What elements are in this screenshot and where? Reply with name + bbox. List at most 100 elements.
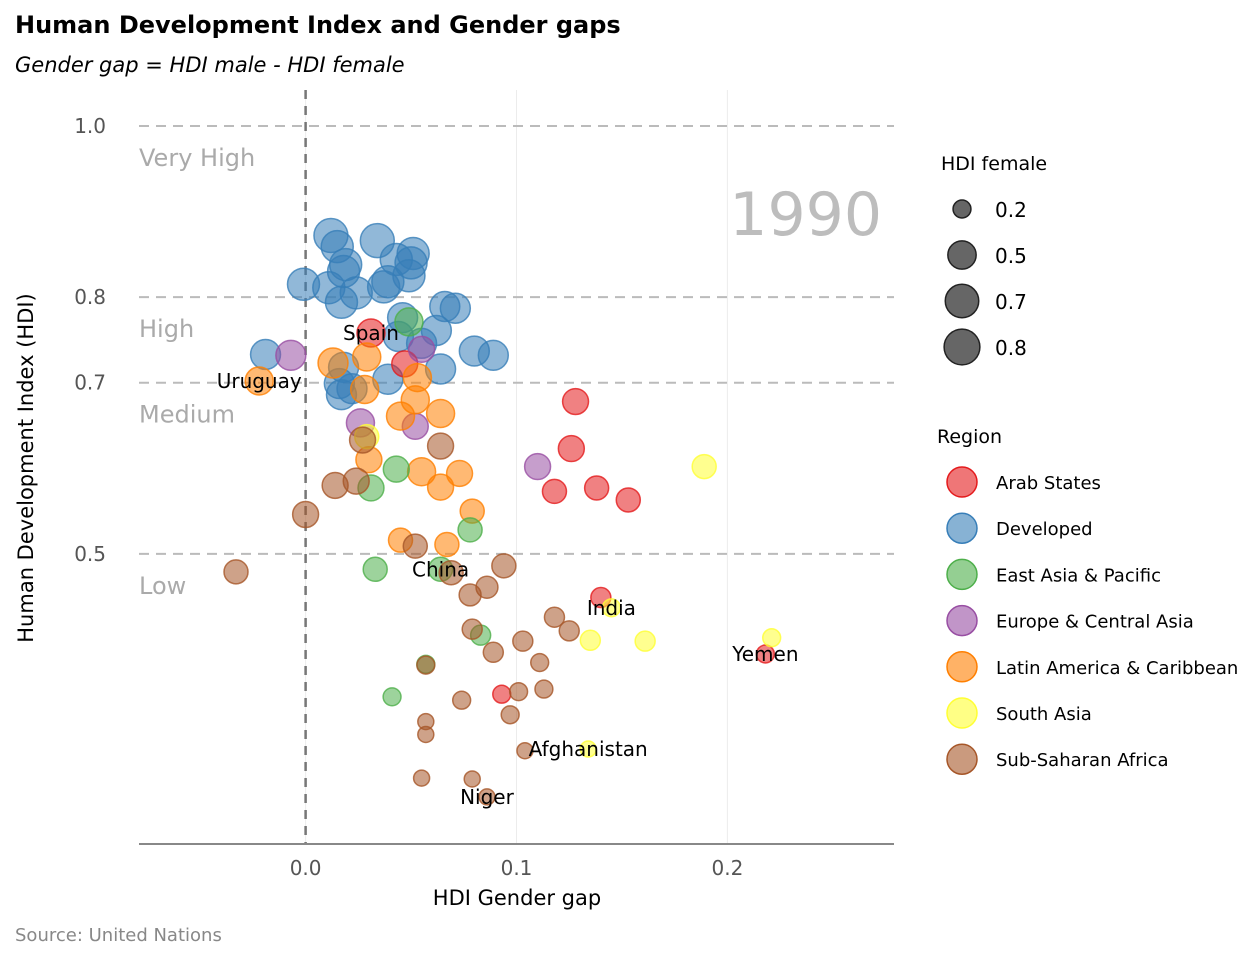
data-point — [324, 285, 359, 319]
point-label: China — [412, 557, 469, 581]
data-point — [317, 347, 349, 379]
data-point — [275, 339, 307, 372]
chart-subtitle: Gender gap = HDI male - HDI female — [15, 53, 405, 77]
data-point — [223, 559, 249, 585]
y-axis-label: Human Development Index (HDI) — [14, 293, 38, 642]
color-legend-label: Developed — [996, 519, 1093, 540]
data-point — [438, 559, 464, 586]
point-label: Yemen — [731, 642, 798, 666]
data-point — [402, 533, 429, 559]
chart-title: Human Development Index and Gender gaps — [15, 11, 621, 39]
data-point — [478, 788, 496, 806]
y-tick-label: 0.7 — [74, 371, 106, 395]
band-label: Very High — [139, 144, 255, 172]
data-point — [321, 471, 349, 500]
data-point — [439, 292, 472, 324]
data-point — [425, 398, 456, 429]
x-tick-label: 0.1 — [501, 856, 533, 880]
data-point — [417, 725, 435, 744]
color-legend-key — [946, 466, 978, 498]
size-legend-key — [947, 240, 977, 270]
data-point — [461, 618, 483, 640]
data-point — [634, 630, 656, 652]
size-legend-label: 0.8 — [995, 336, 1027, 360]
size-legend-label: 0.2 — [995, 198, 1027, 222]
data-point — [445, 459, 474, 488]
data-point — [394, 307, 424, 337]
data-point — [491, 553, 517, 579]
data-point — [451, 690, 472, 710]
color-legend-label: Arab States — [996, 473, 1101, 494]
data-point — [512, 630, 534, 652]
data-point — [348, 426, 377, 454]
data-point — [352, 342, 382, 372]
band-label: Low — [139, 572, 186, 600]
data-point — [508, 681, 529, 702]
point-label: Uruguay — [217, 369, 302, 393]
data-point — [458, 583, 482, 607]
data-point — [362, 556, 388, 583]
size-legend-key — [952, 199, 972, 219]
data-point — [579, 740, 597, 758]
data-point — [561, 387, 590, 416]
color-legend-label: Sub-Saharan Africa — [996, 750, 1169, 771]
data-point — [407, 335, 436, 364]
data-point — [416, 655, 436, 675]
data-point — [426, 473, 455, 501]
data-point — [426, 432, 455, 460]
point-label: India — [587, 596, 636, 620]
data-point — [382, 455, 411, 483]
data-point — [615, 487, 642, 513]
data-point — [385, 401, 416, 431]
x-tick-label: 0.2 — [711, 856, 743, 880]
y-tick-label: 0.8 — [74, 285, 106, 309]
point-label: Spain — [343, 321, 399, 345]
data-point — [516, 741, 534, 760]
color-legend-key — [946, 743, 978, 775]
data-point — [492, 684, 512, 704]
data-point — [557, 434, 586, 463]
color-legend-key — [946, 558, 978, 591]
color-legend-label: East Asia & Pacific — [996, 565, 1161, 586]
source-note: Source: United Nations — [15, 925, 222, 946]
data-point — [477, 339, 510, 372]
data-point — [457, 517, 483, 543]
data-point — [541, 478, 568, 505]
data-point — [691, 453, 717, 480]
data-point — [500, 705, 520, 725]
data-point — [412, 769, 431, 787]
color-legend-key — [946, 512, 978, 544]
size-legend: HDI female 0.2 0.5 0.7 0.8 — [941, 153, 1047, 366]
color-legend-key — [946, 604, 978, 637]
point-labels: Spain Yemen Uruguay India Afghanistan China Ni… — [217, 321, 799, 809]
data-point — [382, 687, 402, 707]
data-point — [434, 531, 460, 558]
color-legend: Region Arab States Developed East Asia & P… — [937, 426, 1238, 775]
data-point — [523, 452, 552, 481]
band-labels: Very High High Medium Low — [139, 144, 255, 600]
size-legend-key — [943, 328, 981, 366]
color-legend-title: Region — [937, 426, 1002, 448]
data-point — [579, 629, 602, 652]
year-watermark: 1990 — [729, 180, 882, 250]
data-point — [291, 500, 320, 529]
data-point — [530, 652, 550, 673]
data-point — [761, 628, 782, 648]
color-legend-label: South Asia — [996, 704, 1092, 725]
data-point — [371, 264, 405, 299]
data-point — [534, 679, 554, 699]
x-tick-label: 0.0 — [290, 856, 322, 880]
color-legend-key — [946, 651, 978, 683]
data-point — [558, 620, 580, 642]
data-point — [349, 374, 380, 405]
y-tick-label: 1.0 — [74, 114, 106, 138]
data-point — [601, 598, 622, 618]
size-legend-label: 0.5 — [995, 244, 1027, 268]
data-point — [482, 641, 505, 664]
point-label: Niger — [460, 785, 515, 809]
color-legend-label: Europe & Central Asia — [996, 612, 1194, 633]
band-label: Medium — [139, 401, 235, 429]
data-point — [463, 770, 481, 788]
color-legend-key — [946, 697, 978, 729]
